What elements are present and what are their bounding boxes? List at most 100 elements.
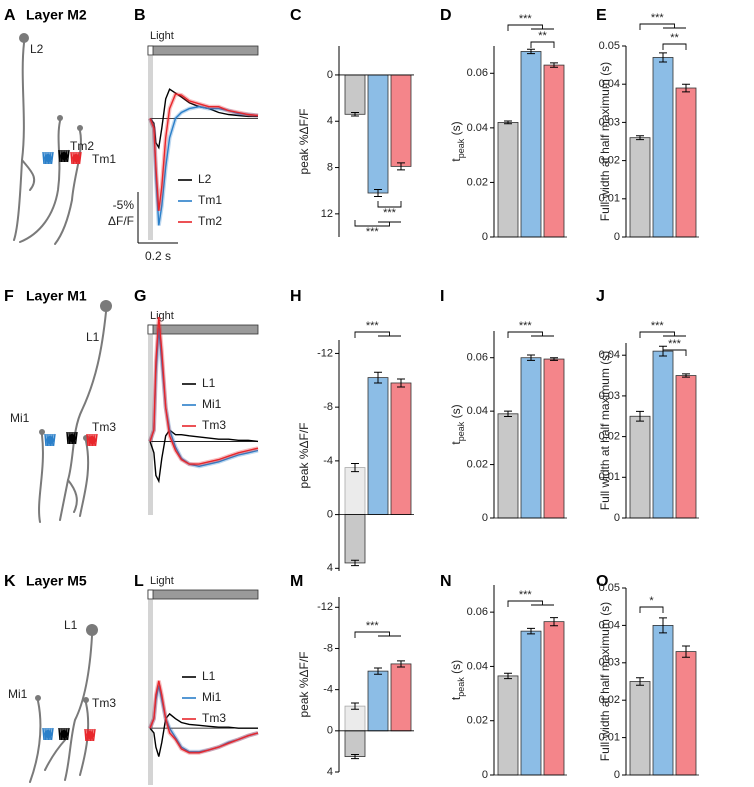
significance-label: ** (670, 32, 679, 44)
error-bar (550, 617, 558, 627)
error-bar (550, 357, 558, 361)
y-tick-label: 0.06 (467, 352, 488, 364)
dendrite (70, 151, 73, 165)
bar (652, 350, 674, 519)
panel-letter: H (290, 288, 302, 305)
dendrite (94, 433, 98, 447)
legend-label: L2 (198, 172, 212, 186)
y-axis-label-part: t (449, 158, 463, 162)
significance-bracket (662, 349, 687, 356)
legend-label: Tm3 (202, 418, 226, 432)
error-bar (636, 135, 644, 141)
cell-label: Tm3 (92, 696, 116, 710)
y-tick-label: 0 (327, 69, 333, 81)
cell-label: Tm1 (92, 152, 116, 166)
significance-label: ** (538, 30, 547, 42)
significance-bracket (639, 606, 664, 613)
y-tick-label: 4 (327, 562, 333, 574)
y-tick-label: 0.06 (467, 606, 488, 618)
stimulus-window (148, 56, 153, 240)
cell-label: Mi1 (8, 687, 28, 701)
cell-label: Mi1 (10, 411, 30, 425)
stimulus-window (148, 335, 153, 515)
neuron-arbor (19, 120, 61, 243)
bar (675, 87, 697, 238)
error-bar (504, 120, 512, 125)
panel-letter: J (596, 288, 605, 305)
bar (367, 670, 389, 732)
y-tick-label: -12 (317, 347, 333, 359)
panel-letter: B (134, 7, 146, 24)
y-axis-label-part: (s) (449, 404, 463, 421)
bar (390, 382, 412, 515)
dendrite (52, 433, 56, 447)
y-tick-label: 0.01 (599, 732, 620, 744)
dendrite (66, 431, 69, 445)
cell-label: L2 (30, 42, 44, 56)
y-axis-label: Full width at half maximum (s) (598, 62, 612, 221)
trace-band (148, 316, 259, 467)
y-tick-label: 0.02 (467, 458, 488, 470)
neuron-soma (83, 697, 89, 703)
stimulus-label: Light (150, 30, 174, 42)
error-bar (504, 672, 512, 680)
y-axis-label: peak %ΔF/F (297, 108, 311, 174)
y-tick-label: 0 (482, 512, 488, 524)
significance-bracket (530, 41, 555, 48)
significance-label: *** (366, 226, 380, 238)
trace-line (149, 712, 258, 757)
y-tick-label: 0.04 (467, 660, 488, 672)
bar (344, 514, 366, 564)
error-bar (659, 617, 667, 634)
neuron-soma (100, 300, 112, 312)
trace-line (149, 429, 259, 484)
significance-bracket (662, 43, 687, 50)
significance-bracket (507, 600, 554, 607)
stimulus-bar (147, 324, 259, 335)
significance-label: *** (519, 13, 533, 25)
stimulus-bar (147, 589, 259, 600)
significance-label: *** (519, 320, 533, 332)
neuron-arbor (59, 311, 107, 521)
dendrite (66, 727, 70, 741)
significance-label: *** (383, 207, 397, 219)
y-axis-label-part: t (449, 441, 463, 445)
bar (543, 621, 565, 776)
y-axis-label-part: peak (456, 677, 466, 697)
neuron-arbor (79, 702, 90, 776)
dendrite (86, 433, 89, 447)
panel-title: Layer M5 (26, 573, 87, 589)
y-axis-label-part: peak %ΔF/F (297, 108, 311, 174)
y-tick-label: -4 (323, 684, 333, 696)
y-axis-label-part: peak (456, 421, 466, 441)
trace-line (149, 88, 258, 150)
y-axis-label: peak %ΔF/F (297, 651, 311, 717)
y-tick-label: -8 (323, 401, 333, 413)
error-bar (636, 677, 644, 686)
y-axis-label-part: Full width at half maximum (s) (598, 602, 612, 761)
panel-letter: M (290, 573, 303, 590)
y-tick-label: 0.02 (599, 431, 620, 443)
dendrite-cluster (72, 154, 80, 162)
legend-label: Mi1 (202, 690, 222, 704)
y-tick-label: 0.01 (599, 471, 620, 483)
dendrite (58, 727, 61, 741)
significance-label: *** (651, 320, 665, 332)
dendrite-cluster (60, 730, 68, 738)
neuron-soma (35, 695, 41, 701)
neuron-arbor (54, 130, 82, 245)
y-tick-label: 0.02 (599, 155, 620, 167)
panel-letter: O (596, 573, 608, 590)
error-bar (374, 371, 382, 384)
scale-label: 0.2 s (145, 249, 171, 263)
y-tick-label: 0.05 (599, 40, 620, 52)
error-bar (682, 83, 690, 93)
legend-label: Tm2 (198, 214, 222, 228)
neuron-soma (19, 33, 29, 43)
dendrite (58, 149, 61, 163)
significance-bracket (639, 23, 686, 30)
significance-label: * (649, 595, 654, 607)
significance-bracket (507, 24, 554, 31)
stimulus-onset (147, 324, 154, 335)
y-tick-label: 0.02 (467, 715, 488, 727)
